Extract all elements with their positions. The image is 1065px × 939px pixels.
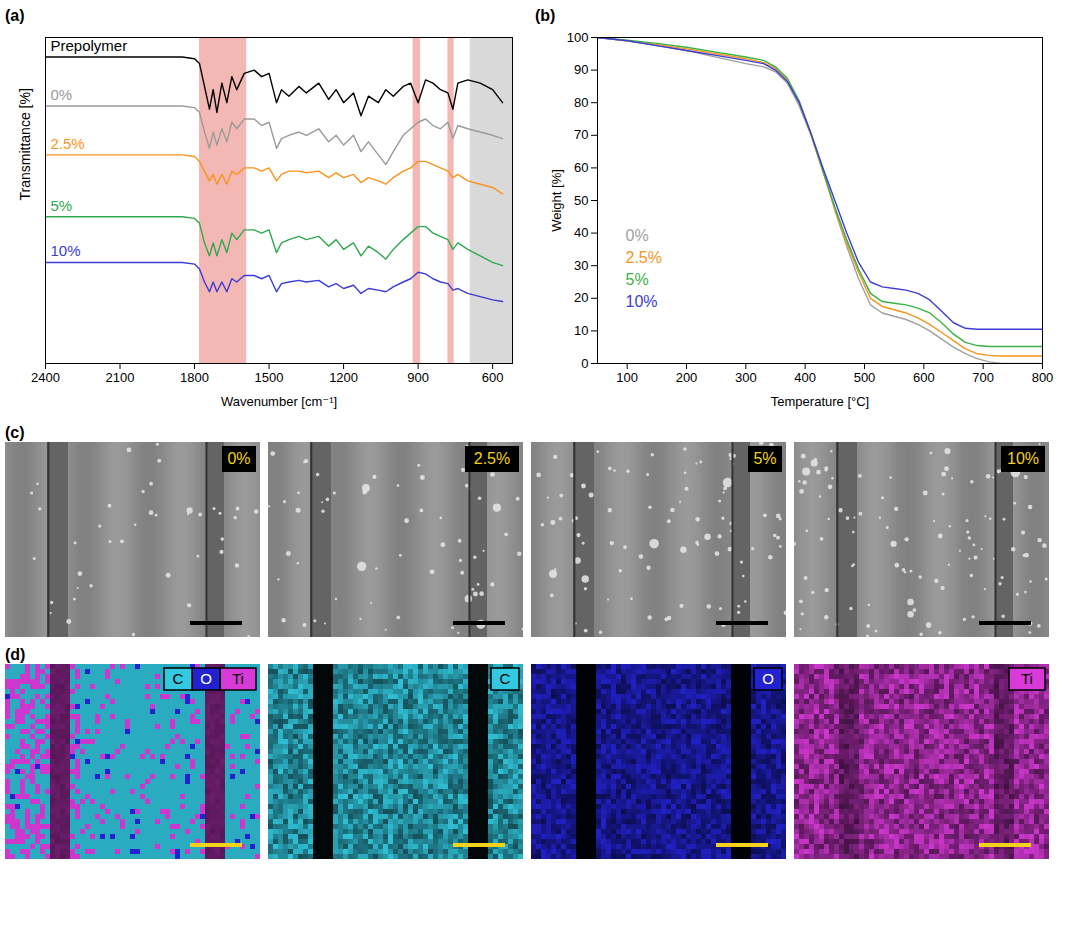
svg-text:0%: 0% <box>51 86 73 103</box>
svg-text:0%: 0% <box>227 450 250 467</box>
svg-text:80: 80 <box>574 95 588 110</box>
svg-text:50: 50 <box>574 193 588 208</box>
svg-text:Ti: Ti <box>232 670 244 687</box>
svg-text:600: 600 <box>482 370 504 385</box>
svg-text:40: 40 <box>574 225 588 240</box>
svg-text:2100: 2100 <box>106 370 135 385</box>
svg-text:C: C <box>173 670 184 687</box>
svg-text:Ti: Ti <box>1021 670 1033 687</box>
html-text:(a): (a) <box>5 7 25 24</box>
svg-text:300: 300 <box>735 370 757 385</box>
svg-text:0%: 0% <box>626 227 649 244</box>
svg-text:1200: 1200 <box>329 370 358 385</box>
html-text:(b): (b) <box>535 7 556 24</box>
svg-text:1800: 1800 <box>180 370 209 385</box>
svg-text:Weight [%]: Weight [%] <box>549 169 564 232</box>
svg-text:10: 10 <box>574 323 588 338</box>
svg-text:60: 60 <box>574 160 588 175</box>
svg-text:10%: 10% <box>51 242 81 259</box>
svg-text:Temperature [°C]: Temperature [°C] <box>771 394 869 409</box>
svg-text:30: 30 <box>574 258 588 273</box>
svg-text:400: 400 <box>794 370 816 385</box>
svg-text:600: 600 <box>913 370 935 385</box>
svg-text:2.5%: 2.5% <box>474 450 510 467</box>
svg-text:700: 700 <box>972 370 994 385</box>
svg-text:90: 90 <box>574 62 588 77</box>
html-text:(d): (d) <box>5 646 26 663</box>
svg-text:Wavenumber [cm⁻¹]: Wavenumber [cm⁻¹] <box>221 394 337 409</box>
svg-text:2.5%: 2.5% <box>626 249 662 266</box>
svg-text:500: 500 <box>854 370 876 385</box>
svg-text:Prepolymer: Prepolymer <box>51 37 128 54</box>
svg-text:2400: 2400 <box>31 370 60 385</box>
svg-text:100: 100 <box>616 370 638 385</box>
svg-text:O: O <box>200 670 212 687</box>
svg-text:20: 20 <box>574 290 588 305</box>
svg-text:200: 200 <box>676 370 698 385</box>
svg-text:900: 900 <box>407 370 429 385</box>
svg-text:800: 800 <box>1032 370 1054 385</box>
svg-text:O: O <box>762 670 774 687</box>
svg-text:5%: 5% <box>51 197 73 214</box>
svg-text:1500: 1500 <box>255 370 284 385</box>
svg-text:5%: 5% <box>753 450 776 467</box>
html-text:(c): (c) <box>5 424 25 441</box>
svg-text:C: C <box>500 670 511 687</box>
svg-text:70: 70 <box>574 127 588 142</box>
svg-text:5%: 5% <box>626 271 649 288</box>
svg-text:10%: 10% <box>626 293 658 310</box>
svg-text:10%: 10% <box>1007 450 1039 467</box>
svg-text:100: 100 <box>567 30 589 45</box>
svg-text:2.5%: 2.5% <box>51 135 85 152</box>
svg-text:Transmittance [%]: Transmittance [%] <box>17 88 33 200</box>
svg-text:0: 0 <box>581 356 588 371</box>
